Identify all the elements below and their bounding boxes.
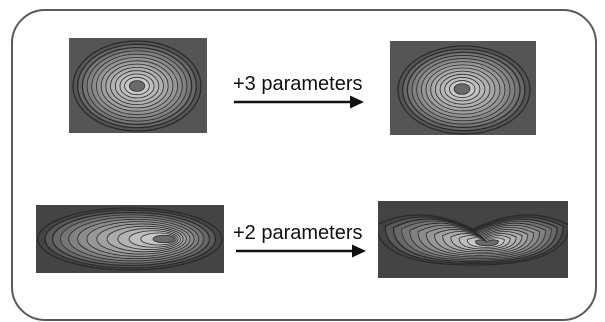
arrow-right-icon-row1 — [234, 95, 364, 109]
contour-line — [453, 83, 471, 95]
contour-plot-row1-after — [390, 41, 536, 135]
arrow-label-row1: +3 parameters — [233, 73, 363, 95]
contour-plot-row1-before — [69, 38, 207, 133]
arrow-right-icon-row2 — [236, 244, 366, 258]
arrow-label-row2: +2 parameters — [233, 222, 363, 244]
contour-line — [128, 80, 146, 92]
contour-line — [475, 239, 499, 247]
contour-plot-row2-after — [378, 201, 568, 278]
contour-line — [152, 234, 176, 244]
contour-plot-row2-before — [36, 205, 224, 273]
